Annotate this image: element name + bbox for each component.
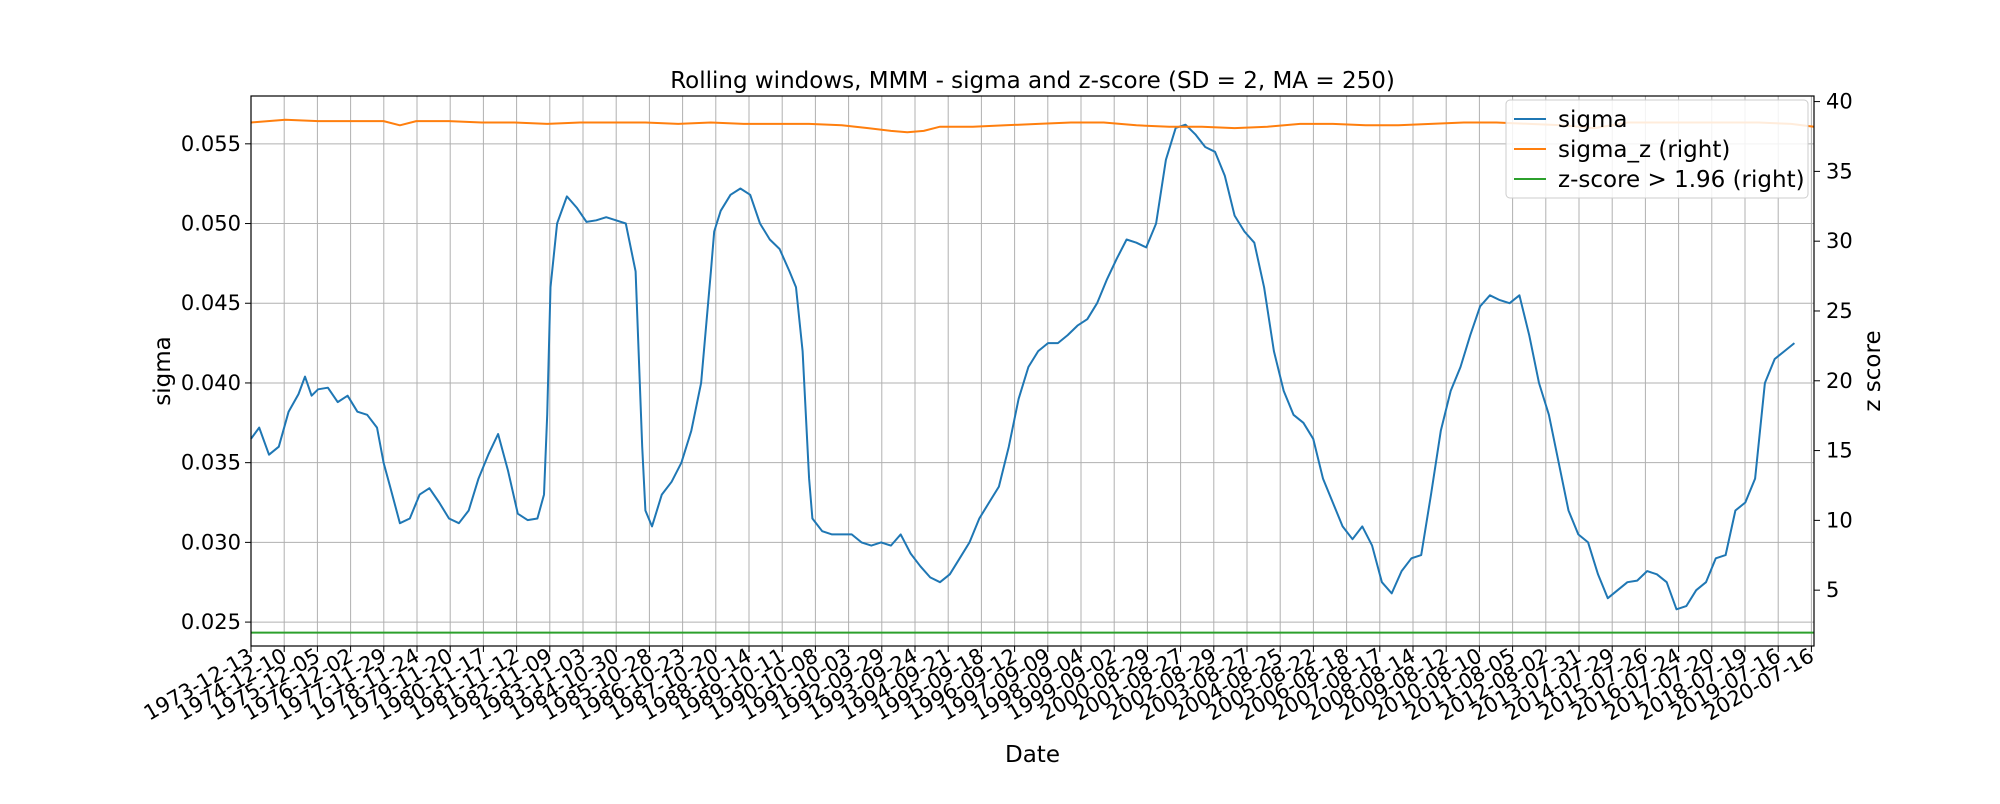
plot-frame (250, 95, 1815, 647)
series-line-sigma (250, 123, 1796, 611)
y-tick-label-right: 15 (1826, 439, 1853, 463)
grid-layer (250, 96, 1814, 646)
y-tick-label-right: 20 (1826, 369, 1853, 393)
y-tick-label-right: 35 (1826, 159, 1853, 183)
chart-title: Rolling windows, MMM - sigma and z-score… (670, 68, 1395, 94)
y-tick-label-right: 40 (1826, 90, 1853, 114)
x-axis-label: Date (1005, 742, 1060, 768)
y-tick-label-right: 5 (1826, 578, 1839, 602)
y-tick-label-right: 10 (1826, 508, 1853, 532)
y-axis-label-right: z score (1860, 330, 1886, 411)
y-tick-label-left: 0.030 (181, 530, 241, 554)
legend-label: sigma (1558, 107, 1627, 133)
y-tick-label-right: 25 (1826, 299, 1853, 323)
y-tick-label-right: 30 (1826, 229, 1853, 253)
y-tick-label-left: 0.050 (181, 212, 241, 236)
y-axis-label-left: sigma (150, 336, 176, 405)
y-tick-label-left: 0.045 (181, 291, 241, 315)
y-tick-label-left: 0.055 (181, 132, 241, 156)
legend: sigma sigma_z (right) z-score > 1.96 (righ… (1505, 99, 1809, 199)
y-tick-label-left: 0.035 (181, 451, 241, 475)
legend-label: sigma_z (right) (1558, 137, 1730, 163)
y-tick-label-left: 0.040 (181, 371, 241, 395)
y-tick-label-left: 0.025 (181, 610, 241, 634)
legend-label: z-score > 1.96 (right) (1558, 167, 1805, 193)
legend-box (1505, 99, 1809, 199)
